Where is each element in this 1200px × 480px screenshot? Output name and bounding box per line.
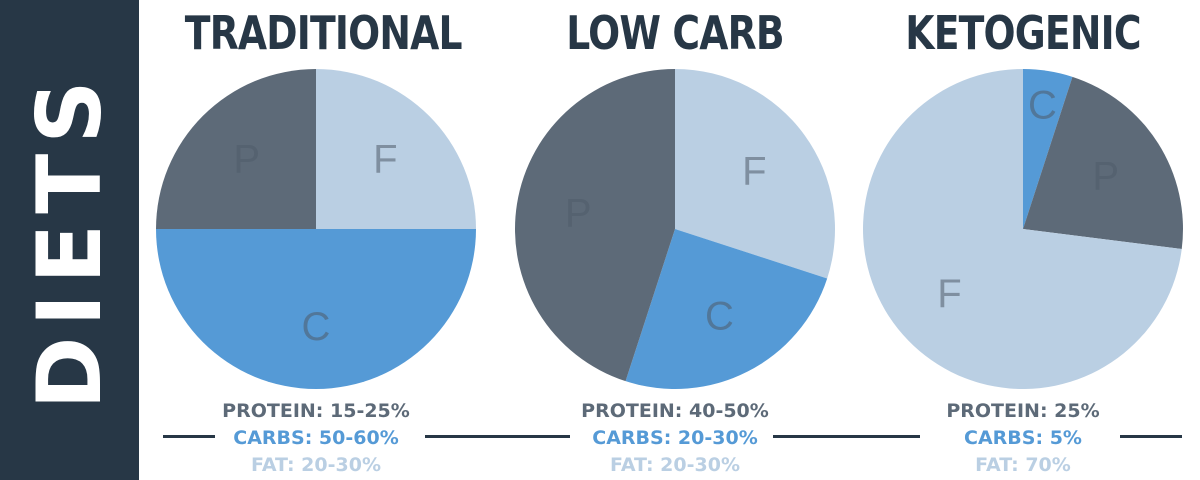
legend-protein: PROTEIN: 15-25%: [222, 400, 410, 422]
pie-slice-c: [156, 229, 476, 389]
legend-fat: FAT: 70%: [975, 454, 1071, 476]
pie-slice-label: C: [1028, 84, 1057, 128]
separator-rule: [773, 435, 920, 438]
pie-slice-label: C: [302, 305, 331, 349]
pie-slice-f: [863, 69, 1182, 389]
legend-carbs: CARBS: 50-60%: [233, 427, 399, 449]
pie-slice-label: P: [1092, 155, 1119, 199]
pie-chart-ketogenic: CP F: [863, 69, 1184, 389]
legend-traditional: PROTEIN: 15-25% CARBS: 50-60% FAT: 20-30…: [156, 398, 476, 479]
pie-slice-label: F: [742, 149, 766, 193]
pie-slice-label: P: [233, 138, 260, 182]
pie-slice-f: [316, 69, 476, 229]
pie-slice-c: [625, 229, 828, 390]
separator-rule: [425, 435, 570, 438]
chart-title-low-carb: LOW CARB: [566, 6, 784, 60]
sidebar: DIETS: [0, 0, 139, 480]
sidebar-title: DIETS: [18, 70, 121, 410]
chart-title-ketogenic: KETOGENIC: [905, 6, 1141, 60]
pie-slice-label: F: [373, 138, 397, 182]
legend-protein: PROTEIN: 40-50%: [581, 400, 769, 422]
pie-slice-label: C: [705, 294, 734, 338]
pie-chart-traditional: F C P: [156, 69, 476, 389]
pie-slice-label: F: [937, 272, 961, 316]
legend-fat: FAT: 20-30%: [610, 454, 740, 476]
pie-slice-p: [156, 69, 316, 229]
legend-protein: PROTEIN: 25%: [946, 400, 1100, 422]
chart-title-traditional: TRADITIONAL: [184, 6, 463, 60]
pie-slice-c: [1023, 69, 1073, 229]
separator-rule: [163, 435, 215, 438]
pie-slice-p: [514, 69, 675, 382]
pie-slice-p: [1023, 76, 1184, 250]
legend-low-carb: PROTEIN: 40-50% CARBS: 20-30% FAT: 20-30…: [515, 398, 835, 479]
legend-ketogenic: PROTEIN: 25% CARBS: 5% FAT: 70%: [863, 398, 1183, 479]
legend-fat: FAT: 20-30%: [251, 454, 381, 476]
legend-carbs: CARBS: 5%: [964, 427, 1082, 449]
pie-chart-low-carb: F C P: [514, 69, 836, 390]
legend-carbs: CARBS: 20-30%: [592, 427, 758, 449]
pie-slice-label: P: [565, 192, 592, 236]
separator-rule: [1120, 435, 1182, 438]
pie-slice-f: [675, 69, 836, 279]
